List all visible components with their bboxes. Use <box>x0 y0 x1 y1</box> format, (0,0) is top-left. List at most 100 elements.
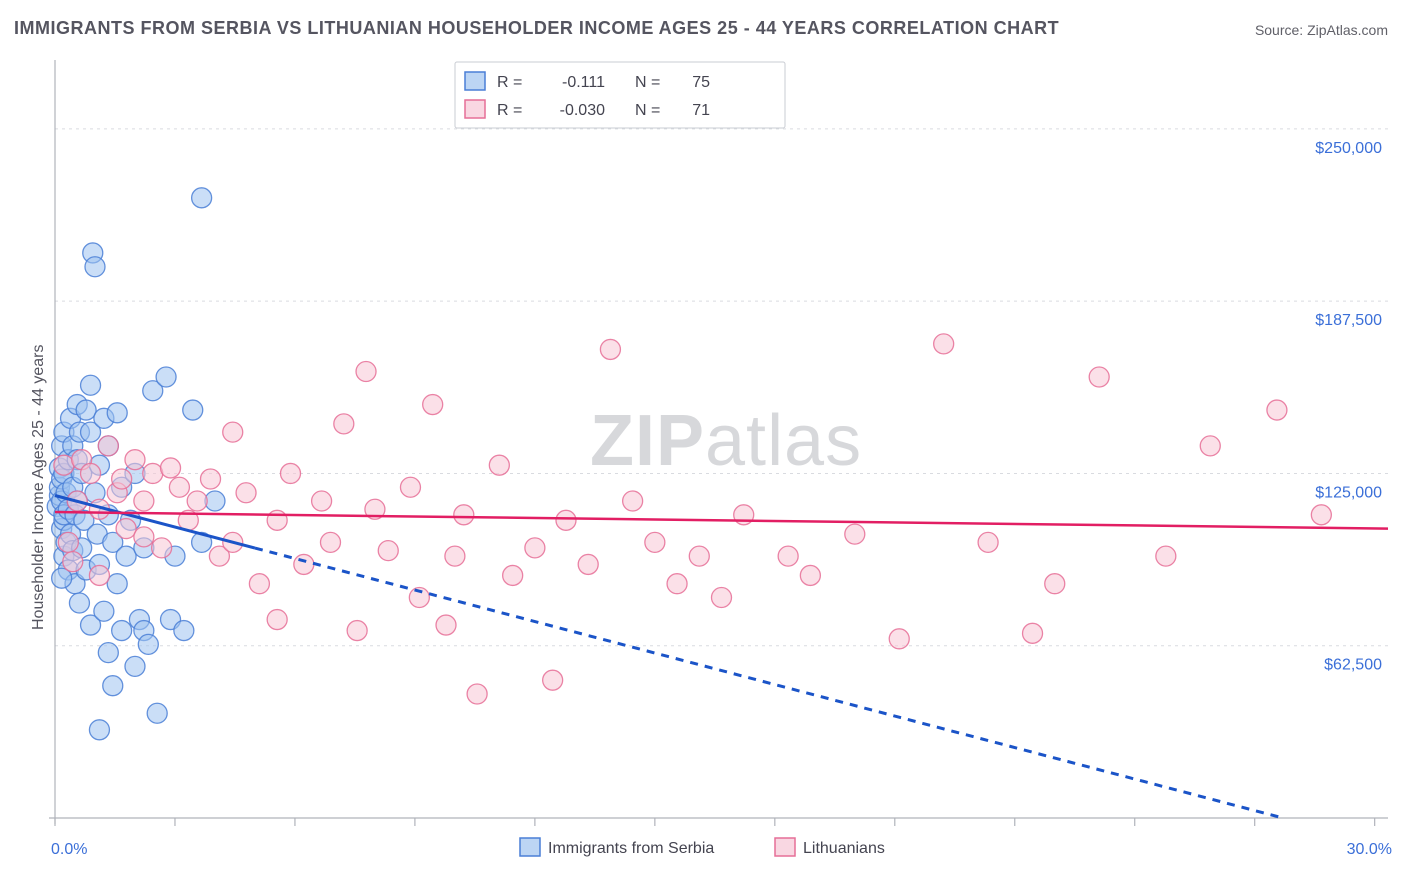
legend-swatch <box>520 838 540 856</box>
data-point <box>89 565 109 585</box>
data-point <box>503 565 523 585</box>
data-point <box>112 469 132 489</box>
data-point <box>1045 574 1065 594</box>
data-point <box>58 532 78 552</box>
data-point <box>85 257 105 277</box>
data-point <box>125 450 145 470</box>
data-point <box>543 670 563 690</box>
data-point <box>600 339 620 359</box>
data-point <box>187 491 207 511</box>
data-point <box>94 601 114 621</box>
data-point <box>1023 623 1043 643</box>
data-point <box>356 361 376 381</box>
legend-r-value: -0.111 <box>562 74 605 91</box>
scatter-chart: $62,500$125,000$187,500$250,0000.0%30.0%… <box>0 0 1406 892</box>
data-point <box>689 546 709 566</box>
data-point <box>89 720 109 740</box>
data-point <box>334 414 354 434</box>
chart-container: IMMIGRANTS FROM SERBIA VS LITHUANIAN HOU… <box>0 0 1406 892</box>
legend-r-label: R = <box>497 102 522 119</box>
data-point <box>712 587 732 607</box>
data-point <box>116 519 136 539</box>
y-grid-label: $125,000 <box>1315 484 1382 501</box>
series-legend: Immigrants from Serbia Lithuanians <box>520 838 885 857</box>
x-max-label: 30.0% <box>1347 841 1392 858</box>
data-point <box>138 634 158 654</box>
legend-swatch <box>465 100 485 118</box>
data-point <box>1089 367 1109 387</box>
legend-n-label: N = <box>635 102 660 119</box>
data-point <box>436 615 456 635</box>
data-point <box>667 574 687 594</box>
data-point <box>400 477 420 497</box>
data-point <box>112 621 132 641</box>
y-grid-label: $62,500 <box>1324 657 1382 674</box>
data-point <box>467 684 487 704</box>
data-point <box>192 188 212 208</box>
data-point <box>81 463 101 483</box>
data-point <box>525 538 545 558</box>
data-point <box>98 436 118 456</box>
legend-r-value: -0.030 <box>560 102 605 119</box>
data-point <box>98 643 118 663</box>
data-point <box>152 538 172 558</box>
data-point <box>134 527 154 547</box>
data-point <box>267 510 287 530</box>
legend-label: Immigrants from Serbia <box>548 840 714 857</box>
data-point <box>236 483 256 503</box>
legend-n-value: 71 <box>692 102 710 119</box>
data-point <box>169 477 189 497</box>
data-point <box>125 656 145 676</box>
data-point <box>1156 546 1176 566</box>
data-point <box>320 532 340 552</box>
data-point <box>81 375 101 395</box>
data-point <box>116 546 136 566</box>
data-point <box>76 400 96 420</box>
trend-line-serbia <box>255 548 1283 818</box>
data-point <box>934 334 954 354</box>
data-point <box>454 505 474 525</box>
x-min-label: 0.0% <box>51 841 87 858</box>
data-point <box>201 469 221 489</box>
data-point <box>134 491 154 511</box>
data-point <box>107 574 127 594</box>
data-point <box>156 367 176 387</box>
legend-label: Lithuanians <box>803 840 885 857</box>
data-point <box>445 546 465 566</box>
data-point <box>347 621 367 641</box>
data-point <box>107 403 127 423</box>
data-point <box>800 565 820 585</box>
data-point <box>294 554 314 574</box>
data-point <box>312 491 332 511</box>
data-point <box>578 554 598 574</box>
data-point <box>280 463 300 483</box>
data-point <box>489 455 509 475</box>
data-point <box>103 676 123 696</box>
data-point <box>147 703 167 723</box>
trend-line-lithuanians <box>55 512 1388 529</box>
data-point <box>143 463 163 483</box>
data-point <box>778 546 798 566</box>
data-point <box>205 491 225 511</box>
data-point <box>978 532 998 552</box>
data-point <box>1200 436 1220 456</box>
y-grid-label: $250,000 <box>1315 140 1382 157</box>
data-point <box>556 510 576 530</box>
data-point <box>378 541 398 561</box>
data-point <box>183 400 203 420</box>
data-point <box>161 458 181 478</box>
data-point <box>267 610 287 630</box>
data-point <box>423 395 443 415</box>
data-point <box>63 552 83 572</box>
data-point <box>1267 400 1287 420</box>
data-point <box>623 491 643 511</box>
data-point <box>889 629 909 649</box>
data-point <box>223 422 243 442</box>
data-point <box>249 574 269 594</box>
legend-swatch <box>775 838 795 856</box>
legend-n-label: N = <box>635 74 660 91</box>
data-point <box>174 621 194 641</box>
data-point <box>645 532 665 552</box>
data-point <box>1311 505 1331 525</box>
legend-n-value: 75 <box>692 74 710 91</box>
